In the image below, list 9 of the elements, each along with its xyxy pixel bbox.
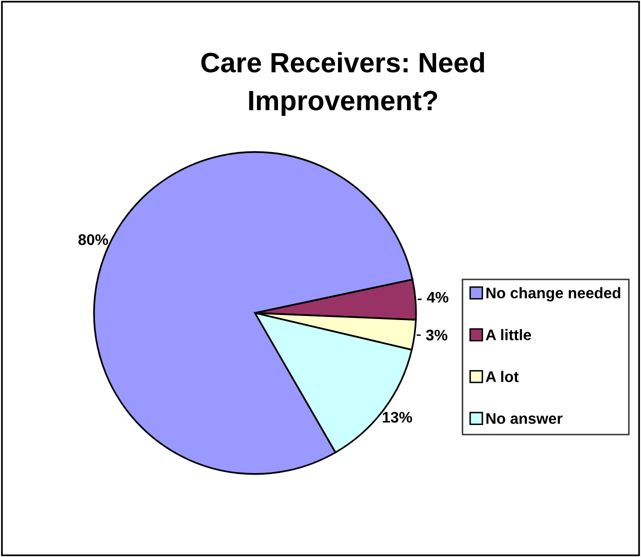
data-label: 13% (382, 412, 412, 423)
legend-label: No change needed (486, 287, 620, 302)
data-label: 80% (78, 234, 108, 246)
legend-label: No answer (486, 413, 562, 424)
data-label: 4% (426, 292, 448, 303)
legend-label: A lot (486, 370, 519, 382)
legend-label: A little (486, 329, 532, 340)
chart-title: Care Receivers: Need Improvement? (201, 52, 484, 116)
data-label: 3% (426, 330, 448, 340)
